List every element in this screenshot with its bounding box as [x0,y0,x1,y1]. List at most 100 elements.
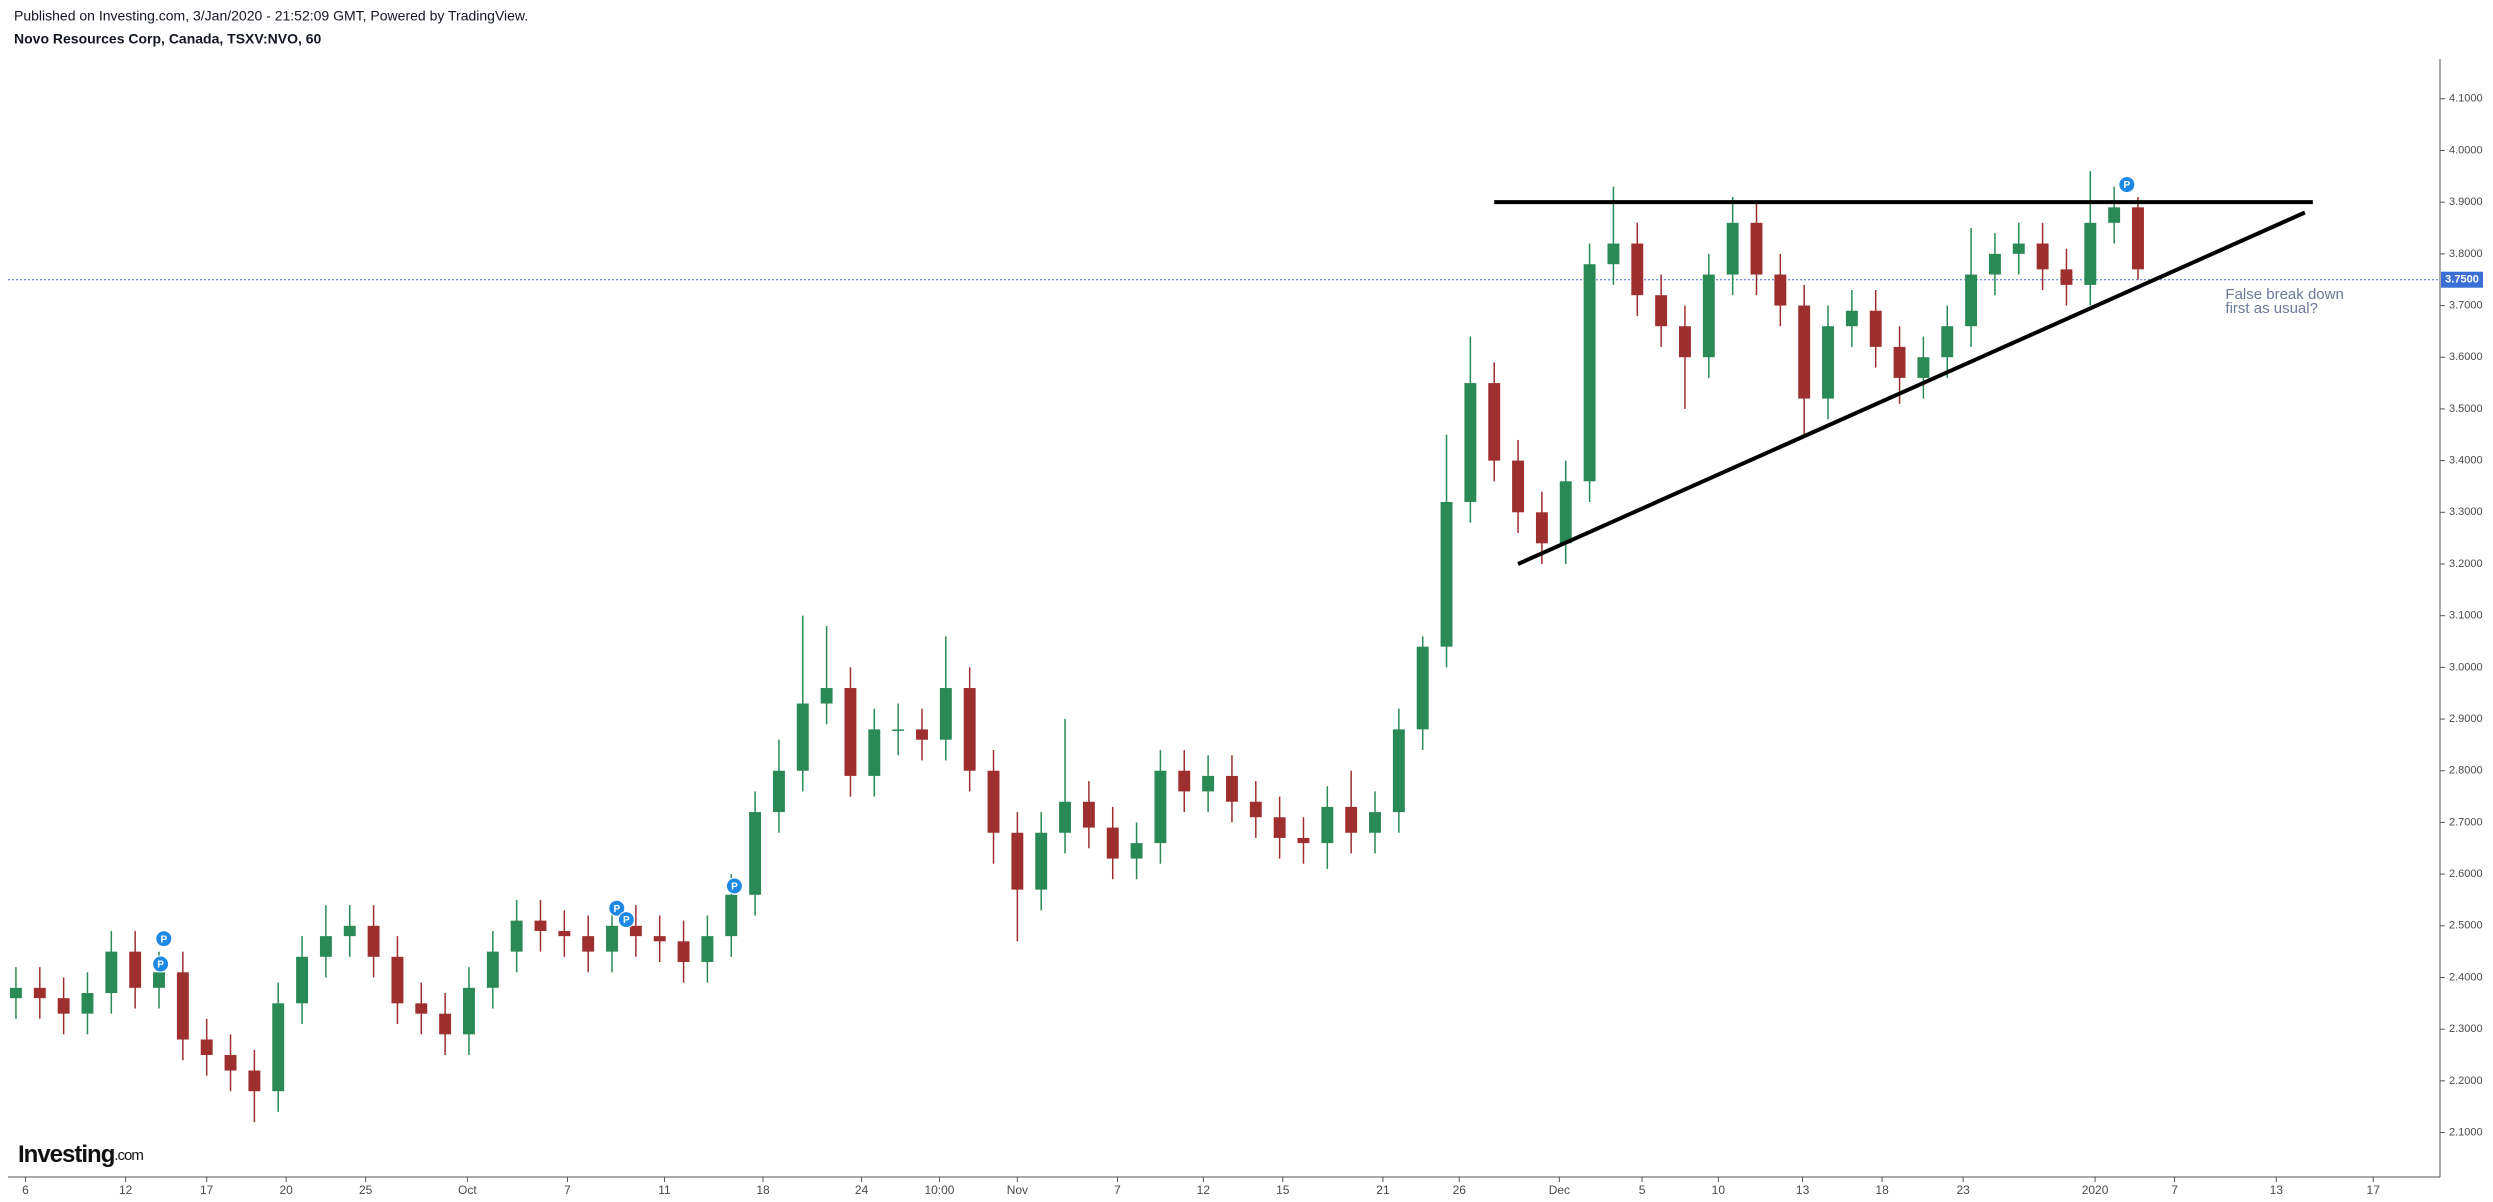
candle-body [1512,460,1525,513]
x-tick-label: Nov [1007,1183,1028,1197]
current-price-label: 3.7500 [2445,274,2479,286]
candle-body [176,972,189,1040]
candle-body [1392,729,1405,813]
candle-body [1917,357,1930,378]
candle-body [1631,243,1644,296]
candle-body [272,1003,285,1092]
candle-body [2036,243,2049,270]
x-tick-label: 10:00 [924,1183,954,1197]
event-marker-label: P [157,960,164,971]
candle-body [153,972,165,988]
candle-body [1965,274,1978,327]
candle-body [2108,207,2121,223]
candle-body [820,688,833,704]
event-marker-label: P [731,882,738,893]
event-marker [608,899,626,917]
candle-body [248,1070,261,1092]
x-tick-label: 25 [359,1183,373,1197]
x-tick-label: 5 [1639,1183,1646,1197]
candle-body [1774,274,1787,306]
event-marker [617,911,635,929]
y-tick-label: 2.4000 [2449,971,2483,983]
y-tick-label: 3.0000 [2449,661,2483,673]
candle-body [1345,806,1358,833]
y-tick-label: 3.6000 [2449,351,2483,363]
candle-body [939,688,952,740]
x-tick-label: 12 [119,1183,133,1197]
x-tick-label: 7 [1114,1183,1121,1197]
candle-body [1535,512,1548,544]
event-marker-label: P [623,915,630,926]
x-tick-label: 13 [1796,1183,1810,1197]
candle-body [606,925,618,952]
x-tick-label: 7 [2171,1183,2178,1197]
candle-body [1321,806,1334,844]
y-tick-label: 2.3000 [2449,1023,2483,1035]
candle-body [1941,326,1954,358]
candle-body [1416,646,1429,730]
y-tick-label: 2.5000 [2449,920,2483,932]
candle-body [439,1013,452,1035]
y-tick-label: 3.2000 [2449,558,2483,570]
x-tick-label: 18 [756,1183,770,1197]
candle-body [224,1055,237,1071]
candle-body [1249,801,1262,818]
y-tick-label: 3.9000 [2449,196,2483,208]
candle-body [749,812,762,895]
candle-body [1130,843,1143,859]
candle-body [486,951,499,988]
candle-body [33,987,46,999]
current-price-box [2441,271,2483,288]
candle-body [1988,253,2001,275]
x-tick-label: 7 [564,1183,571,1197]
candle-body [725,894,738,937]
candle-body [1440,501,1453,647]
candle-body [1798,305,1811,399]
logo: Investing.com [18,1141,143,1168]
candle-body [1154,770,1167,844]
y-tick-label: 4.0000 [2449,144,2483,156]
candle-body [1488,383,1501,461]
y-tick-label: 3.8000 [2449,248,2483,260]
y-tick-label: 2.1000 [2449,1126,2483,1138]
event-marker-label: P [2124,180,2131,191]
candle-body [916,729,928,740]
candle-body [963,688,976,771]
candle-body [772,770,785,813]
y-tick-label: 2.7000 [2449,816,2483,828]
candle-body [582,936,595,952]
candle-body [343,925,356,937]
x-tick-label: 2020 [2082,1183,2109,1197]
x-tick-label: 18 [1875,1183,1889,1197]
candle-body [57,998,70,1014]
publish-note: Published on Investing.com, 3/Jan/2020 -… [14,8,528,24]
candle-body [296,956,309,1004]
event-marker [725,877,743,895]
candle-body [868,729,881,776]
candle-body [653,936,666,942]
candle-body [1607,243,1620,265]
candle-body [1845,310,1858,327]
candle-body [2012,243,2025,254]
x-tick-label: 15 [1276,1183,1290,1197]
candle-body [1011,832,1024,890]
candle-body [629,925,642,937]
logo-suffix: .com [114,1147,143,1164]
event-marker-label: P [160,934,167,945]
candle-body [1893,346,1906,378]
candle-body [81,992,94,1014]
x-tick-label: 12 [1197,1183,1211,1197]
annotation-text: False break down [2225,286,2343,303]
candle-body [892,729,905,731]
candle-body [558,930,571,937]
y-tick-label: 2.9000 [2449,713,2483,725]
event-marker-label: P [613,904,620,915]
candle-body [987,770,1000,833]
candle-body [2060,269,2073,285]
y-tick-label: 2.8000 [2449,765,2483,777]
candle-body [200,1039,213,1056]
x-tick-label: Oct [458,1183,477,1197]
x-tick-label: 23 [1956,1183,1970,1197]
x-tick-label: 11 [658,1183,671,1197]
